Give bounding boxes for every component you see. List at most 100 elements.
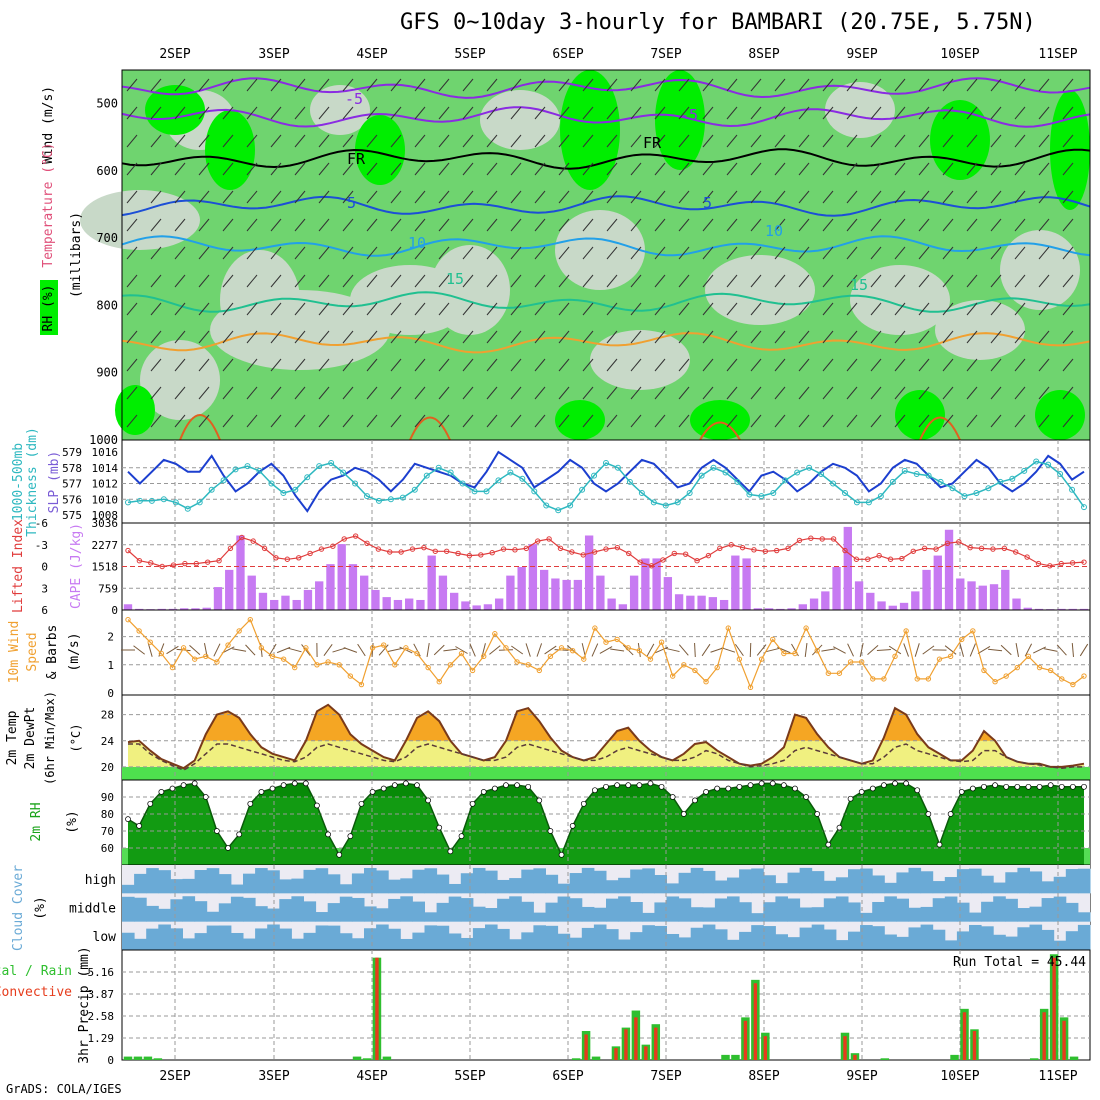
cloud-cover-bar xyxy=(315,925,329,950)
wind-barb xyxy=(150,162,162,176)
thickness-point xyxy=(1069,486,1076,493)
cloud-cover-bar xyxy=(182,878,196,894)
ytick-temp: 24 xyxy=(101,735,115,748)
wind-barb-10m xyxy=(544,645,557,655)
wind-barb xyxy=(318,106,330,120)
rh-point xyxy=(169,785,176,792)
isotherm--5 xyxy=(121,106,1091,128)
cloud-cover-bar xyxy=(218,903,232,922)
cloud-cover-bar xyxy=(230,896,244,922)
cloud-cover-bar xyxy=(606,898,619,922)
thickness-point xyxy=(567,502,574,509)
wind-barb xyxy=(654,162,666,176)
cloud-cover-bar xyxy=(981,875,994,894)
wind-barb xyxy=(198,106,210,120)
rh-dry-area xyxy=(310,85,370,135)
rh-point xyxy=(291,780,298,787)
wind-barb xyxy=(270,218,282,232)
wind-point xyxy=(614,636,620,643)
cloud-cover-bar xyxy=(1077,912,1091,922)
cape-bar xyxy=(1023,607,1032,610)
cloud-cover-bar xyxy=(206,925,220,950)
rh-point xyxy=(692,797,698,804)
wind-barb xyxy=(846,358,858,372)
wind-barb xyxy=(654,78,666,92)
panel-label: (6hr Min/Max) xyxy=(43,691,57,785)
wind-barb xyxy=(918,414,930,428)
convective-bar xyxy=(584,1034,588,1060)
cloud-level-label: low xyxy=(93,930,117,945)
wind-barb xyxy=(222,274,234,288)
wind-barb xyxy=(150,218,162,232)
panel-label: Thickness (dm) xyxy=(25,427,40,537)
wind-barb xyxy=(318,162,330,176)
li-point xyxy=(887,556,894,562)
wind-barb xyxy=(870,218,882,232)
thickness-point xyxy=(722,469,729,476)
precip-bar xyxy=(1069,1056,1079,1060)
wind-barb xyxy=(726,330,738,344)
cloud-cover-bar xyxy=(1017,927,1030,950)
wind-barb xyxy=(750,106,762,120)
wind-barb xyxy=(822,274,834,288)
wind-barb xyxy=(126,106,138,120)
wind-barb xyxy=(606,358,618,372)
wind-barb xyxy=(270,302,282,316)
wind-barb xyxy=(918,358,930,372)
wind-point xyxy=(481,653,487,660)
precip-bar xyxy=(880,1058,890,1060)
li-point xyxy=(682,551,689,557)
thickness-point xyxy=(507,469,514,476)
wind-barb xyxy=(534,358,546,372)
wind-barb xyxy=(198,246,210,260)
wind-barb xyxy=(366,302,378,316)
rh-point xyxy=(680,811,687,817)
wind-barb xyxy=(1014,190,1026,204)
li-point xyxy=(136,558,143,564)
wind-barb xyxy=(438,302,450,316)
li-point xyxy=(865,556,871,562)
cloud-cover-bar xyxy=(1077,868,1091,894)
cape-bar xyxy=(573,579,583,610)
wind-barb xyxy=(918,190,930,204)
wind-barb-10m xyxy=(426,643,430,657)
wind-barb xyxy=(894,106,906,120)
cloud-cover-bar xyxy=(823,898,837,922)
wind-barb xyxy=(294,414,306,428)
wind-barb xyxy=(126,190,138,204)
cloud-cover-bar xyxy=(956,902,970,922)
wind-barb xyxy=(606,162,618,176)
date-label-bottom: 5SEP xyxy=(454,1069,485,1084)
cloud-cover-bar xyxy=(158,870,171,894)
cloud-cover-bar xyxy=(436,902,450,922)
cloud-cover-bar xyxy=(509,939,522,950)
cloud-cover-bar xyxy=(848,902,861,922)
rh-point xyxy=(1014,783,1021,790)
wind-barb xyxy=(726,106,738,120)
thickness-point xyxy=(172,499,179,506)
li-point xyxy=(535,538,541,544)
wind-barb-10m xyxy=(847,643,854,657)
cloud-cover-bar xyxy=(896,872,909,894)
wind-point xyxy=(525,662,531,668)
date-label-bottom: 2SEP xyxy=(159,1069,190,1084)
cloud-level-label: high xyxy=(85,873,116,888)
cloud-cover-bar xyxy=(134,897,147,922)
wind-barb xyxy=(870,246,882,260)
ytick-lifted-index: 6 xyxy=(41,604,48,617)
wind-barb xyxy=(198,274,210,288)
wind-barb xyxy=(414,414,426,428)
wind-barb-10m xyxy=(1024,643,1033,657)
cape-bar xyxy=(596,575,605,610)
cloud-cover-bar xyxy=(630,869,643,894)
isotherm-FR xyxy=(121,148,1091,170)
wind-barb xyxy=(294,246,306,260)
wind-barb xyxy=(990,162,1002,176)
wind-barb xyxy=(678,414,690,428)
cloud-cover-bar xyxy=(497,879,510,894)
isotherm-25 xyxy=(409,416,451,441)
wind-barb xyxy=(414,386,426,400)
cape-bar xyxy=(1034,608,1044,610)
rh-point xyxy=(592,787,598,794)
cloud-cover-bar xyxy=(400,938,413,950)
